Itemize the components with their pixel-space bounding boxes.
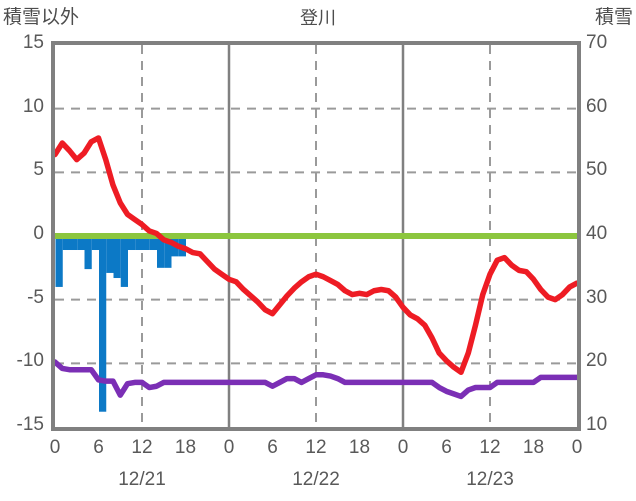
- right-axis-title: 積雪: [594, 7, 633, 28]
- left-axis-title: 積雪以外: [3, 7, 80, 28]
- precipitation-bar: [91, 236, 99, 251]
- precipitation-bar: [157, 236, 165, 268]
- left-axis-tick-label: 0: [33, 223, 44, 244]
- temperature-line: [55, 135, 577, 375]
- chart-title: 登川: [300, 8, 336, 28]
- precipitation-bar: [84, 236, 92, 270]
- precipitation-bar: [106, 236, 114, 273]
- precipitation-bar: [142, 236, 150, 251]
- plot-area: [51, 41, 581, 431]
- x-axis-tick-label: 6: [267, 437, 278, 458]
- left-axis-tick-label: -5: [27, 286, 44, 308]
- precipitation-bar: [55, 236, 63, 287]
- x-axis-day-label: 12/21: [118, 469, 166, 490]
- precipitation-bar: [70, 236, 78, 251]
- right-axis-tick-label: 10: [586, 414, 608, 435]
- x-axis-tick-label: 18: [174, 437, 197, 458]
- right-axis-tick-label: 20: [586, 350, 608, 372]
- x-axis-day-label: 12/23: [466, 469, 514, 490]
- precipitation-bar: [164, 236, 172, 268]
- left-axis-tick-label: -15: [16, 414, 44, 435]
- x-axis-tick-label: 12: [305, 437, 327, 458]
- precipitation-bar: [99, 236, 107, 412]
- plot-inner: [55, 45, 577, 427]
- right-axis-tick-label: 70: [586, 32, 608, 53]
- right-axis-tick-label: 30: [586, 286, 608, 308]
- x-axis-tick-label: 6: [441, 437, 452, 458]
- x-axis-tick-label: 18: [522, 437, 545, 458]
- snow-depth-line: [55, 359, 577, 400]
- data-series-layer: [55, 135, 577, 412]
- left-axis-tick-label: -10: [16, 350, 44, 372]
- x-axis-tick-label: 12: [479, 437, 501, 458]
- precipitation-bar: [128, 236, 136, 251]
- x-axis-tick-label: 6: [93, 437, 104, 458]
- x-axis-tick-label: 0: [397, 437, 409, 458]
- precipitation-bar: [149, 236, 157, 251]
- right-axis-tick-label: 40: [586, 223, 608, 244]
- precipitation-bar: [62, 236, 70, 251]
- x-axis-tick-label: 0: [49, 437, 61, 458]
- left-axis-tick-label: 10: [22, 95, 44, 117]
- precipitation-bar: [113, 236, 121, 279]
- right-axis-tick-label: 50: [586, 159, 608, 181]
- left-axis-tick-label: 5: [33, 159, 44, 181]
- right-axis-tick-label: 60: [586, 95, 608, 117]
- x-axis-day-label: 12/22: [292, 469, 340, 490]
- left-axis-tick-label: 15: [22, 32, 44, 53]
- x-axis-tick-label: 0: [571, 437, 583, 458]
- precipitation-bar: [135, 236, 143, 251]
- x-axis-tick-label: 18: [348, 437, 371, 458]
- precipitation-bar: [77, 236, 85, 251]
- x-axis-tick-label: 12: [131, 437, 153, 458]
- precipitation-bar: [120, 236, 128, 287]
- x-axis-tick-label: 0: [223, 437, 235, 458]
